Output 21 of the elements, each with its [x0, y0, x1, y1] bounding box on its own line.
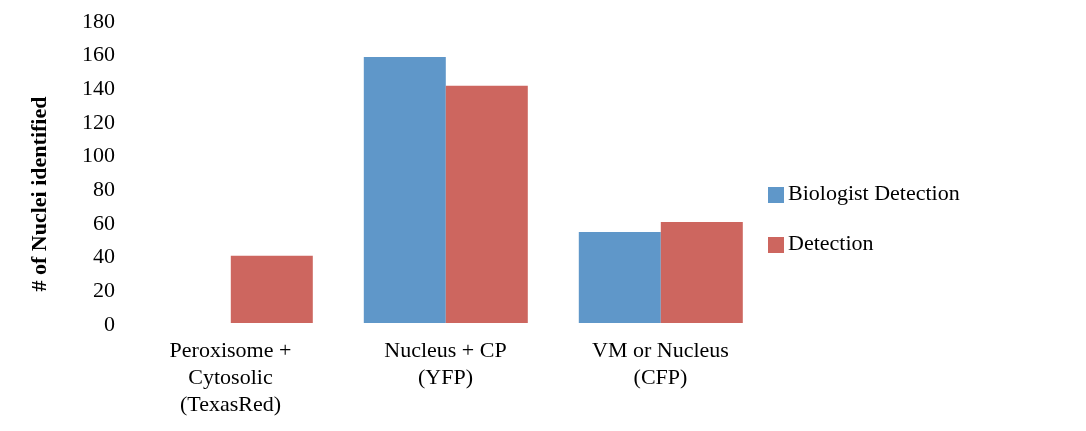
y-tick-label: 60 [93, 209, 115, 235]
bar [660, 222, 743, 323]
y-tick-label: 140 [82, 75, 115, 101]
y-tick-label: 80 [93, 176, 115, 202]
y-tick-label: 100 [82, 142, 115, 168]
y-axis-title: # of Nuclei identified [25, 96, 51, 292]
bar [363, 57, 446, 323]
legend-label: Biologist Detection [788, 180, 960, 205]
y-tick-label: 180 [82, 7, 115, 33]
y-tick-label: 120 [82, 108, 115, 134]
x-tick-label: VM or Nucleus (CFP) [592, 337, 729, 389]
y-tick-label: 40 [93, 243, 115, 269]
y-tick-label: 20 [93, 277, 115, 303]
x-tick-label: Peroxisome + Cytosolic (TexasRed) [169, 337, 292, 416]
bar [578, 232, 661, 323]
x-tick-label: Nucleus + CP (YFP) [384, 337, 507, 389]
y-tick-label: 0 [104, 310, 115, 336]
bar [230, 255, 313, 323]
bar [445, 85, 528, 323]
legend-label: Detection [788, 230, 874, 255]
y-tick-label: 160 [82, 41, 115, 67]
